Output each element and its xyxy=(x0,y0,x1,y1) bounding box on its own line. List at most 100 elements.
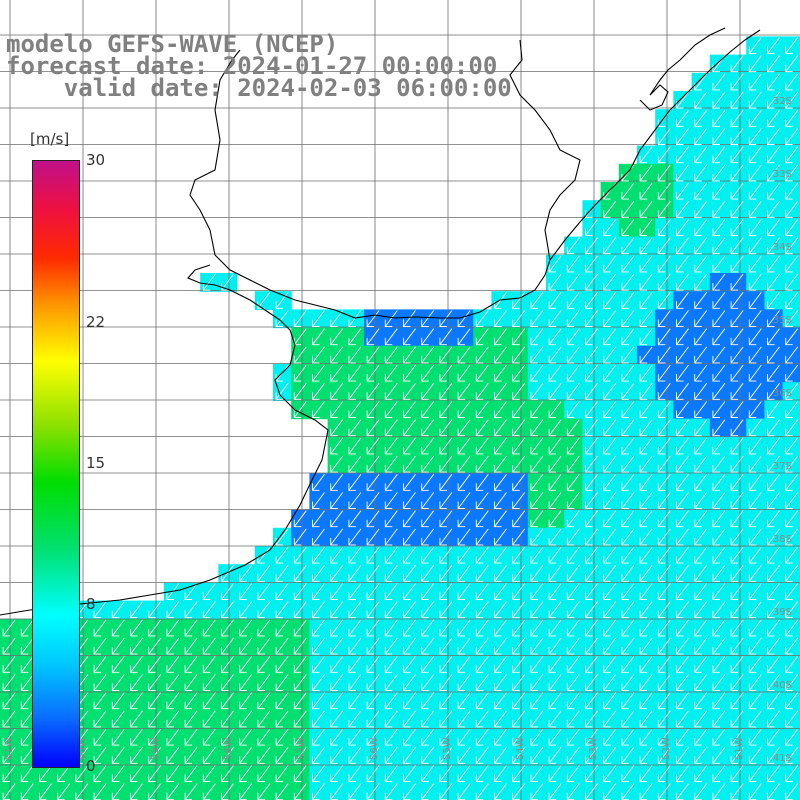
wind-arrow xyxy=(384,492,398,509)
wind-arrow xyxy=(475,637,489,655)
wind-arrow xyxy=(730,437,744,455)
wind-arrow xyxy=(548,619,562,637)
wind-arrow xyxy=(2,656,16,673)
wind-arrow xyxy=(730,146,744,164)
wind-arrow xyxy=(676,237,689,255)
wind-arrow xyxy=(730,110,744,127)
wind-arrow xyxy=(512,546,526,564)
wind-arrow xyxy=(512,747,526,764)
wind-arrow xyxy=(439,510,453,528)
lat-label: 33S xyxy=(773,169,792,180)
wind-arrow xyxy=(421,528,435,546)
wind-arrow xyxy=(657,255,671,273)
wind-arrow xyxy=(603,292,617,309)
wind-arrow xyxy=(148,710,162,728)
wind-arrow xyxy=(457,346,471,364)
wind-arrow xyxy=(566,510,580,528)
wind-arrow xyxy=(712,619,726,637)
wind-arrow xyxy=(366,437,380,455)
wind-arrow xyxy=(330,765,344,782)
wind-arrow xyxy=(530,401,544,418)
wind-arrow xyxy=(312,528,325,546)
wind-arrow xyxy=(293,692,307,710)
wind-arrow xyxy=(657,237,671,255)
wind-arrow xyxy=(330,401,344,418)
wind-arrow xyxy=(712,546,726,564)
wind-arrow xyxy=(148,692,162,710)
lat-label: 37S xyxy=(773,461,792,472)
wind-arrow xyxy=(111,619,125,637)
wind-arrow xyxy=(530,692,544,710)
wind-arrow xyxy=(621,383,635,400)
wind-arrow xyxy=(530,583,544,600)
wind-arrow xyxy=(312,565,325,582)
wind-arrow xyxy=(348,346,362,364)
wind-arrow xyxy=(366,364,380,382)
wind-arrow xyxy=(384,364,398,382)
wind-arrow xyxy=(694,110,708,127)
wind-arrow xyxy=(475,383,489,400)
wind-arrow xyxy=(148,619,162,637)
wind-arrow xyxy=(730,73,744,91)
wind-arrow xyxy=(785,201,799,218)
wind-arrow xyxy=(785,255,799,273)
wind-arrow xyxy=(384,474,398,491)
wind-arrow xyxy=(603,255,617,273)
wind-arrow xyxy=(548,401,562,418)
wind-arrow xyxy=(694,583,708,600)
wind-arrow xyxy=(748,164,762,182)
wind-arrow xyxy=(566,747,580,764)
lon-label: 51W xyxy=(734,737,745,760)
colorbar-tick-label: 0 xyxy=(86,757,96,775)
wind-arrow xyxy=(712,310,726,327)
wind-arrow xyxy=(585,383,598,400)
wind-arrow xyxy=(548,346,562,364)
wind-arrow xyxy=(530,510,544,528)
wind-arrow xyxy=(403,637,416,655)
wind-arrow xyxy=(202,583,216,600)
wind-arrow xyxy=(439,601,453,619)
wind-arrow xyxy=(621,201,635,218)
wind-arrow xyxy=(384,728,398,746)
wind-arrow xyxy=(566,255,580,273)
wind-arrow xyxy=(676,492,689,509)
wind-arrow xyxy=(566,583,580,600)
wind-arrow xyxy=(694,692,708,710)
wind-arrow xyxy=(293,565,307,582)
wind-arrow xyxy=(148,674,162,691)
wind-arrow xyxy=(530,492,544,509)
wind-arrow xyxy=(712,292,726,309)
wind-arrow xyxy=(548,728,562,746)
wind-arrow xyxy=(694,383,708,400)
wind-arrow xyxy=(694,237,708,255)
wind-arrow xyxy=(694,637,708,655)
wind-arrow xyxy=(621,492,635,509)
wind-arrow xyxy=(712,401,726,418)
wind-arrow xyxy=(676,747,689,764)
wind-arrow xyxy=(603,619,617,637)
wind-arrow xyxy=(657,455,671,473)
wind-arrow xyxy=(512,437,526,455)
wind-arrow xyxy=(676,164,689,182)
wind-arrow xyxy=(166,710,180,728)
wind-arrow xyxy=(512,565,526,582)
wind-arrow xyxy=(366,510,380,528)
wind-arrow xyxy=(530,637,544,655)
wind-arrow xyxy=(421,455,435,473)
wind-arrow xyxy=(694,273,708,291)
wind-arrow xyxy=(566,474,580,491)
wind-arrow xyxy=(530,346,544,364)
wind-arrow xyxy=(730,128,744,145)
wind-arrow xyxy=(130,601,143,619)
wind-arrow xyxy=(330,437,344,455)
wind-arrow xyxy=(785,419,799,437)
wind-arrow xyxy=(712,73,726,91)
wind-arrow xyxy=(639,273,653,291)
wind-arrow xyxy=(694,419,708,437)
wind-arrow xyxy=(494,328,507,346)
wind-arrow xyxy=(621,346,635,364)
wind-arrow xyxy=(439,492,453,509)
wind-arrow xyxy=(694,292,708,309)
wind-arrow xyxy=(530,455,544,473)
